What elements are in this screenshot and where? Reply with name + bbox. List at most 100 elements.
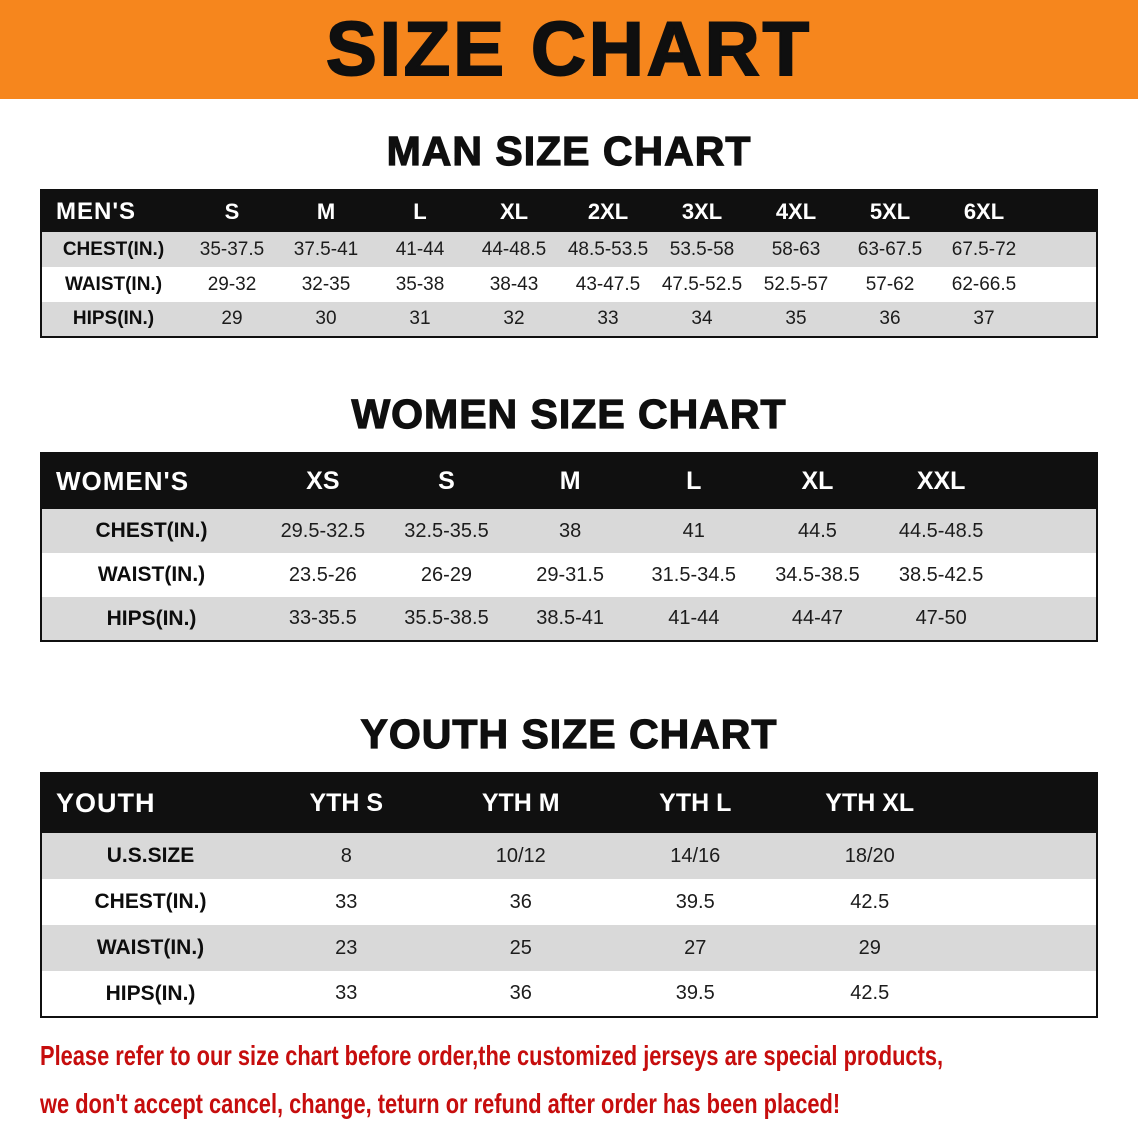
table-title-cell: WOMEN'S xyxy=(41,453,261,509)
size-column-header: YTH XL xyxy=(782,773,957,833)
spacer-cell xyxy=(1031,232,1097,267)
size-value-cell: 47.5-52.5 xyxy=(661,273,743,295)
size-value-cell: 18/20 xyxy=(782,833,957,879)
row-label-cell: CHEST(IN.) xyxy=(94,890,207,913)
spacer-cell xyxy=(957,879,1097,925)
size-value-cell: 36 xyxy=(843,302,937,337)
table-header-row: MEN'S S M L XL 2XL 3XL 4XL 5XL 6XL xyxy=(41,190,1097,232)
size-value-cell: 67.5-72 xyxy=(937,232,1031,267)
size-value-cell: 42.5 xyxy=(850,890,890,913)
spacer-cell xyxy=(1031,267,1097,302)
measurement-row: HIPS(IN.) 29 30 31 32 33 34 35 36 37 xyxy=(41,302,1097,337)
disclaimer-line-2: we don't accept cancel, change, teturn o… xyxy=(40,1088,841,1119)
measurement-row: WAIST(IN.) 29-32 32-35 35-38 38-43 43-47.5 47.… xyxy=(41,267,1097,302)
disclaimer: Please refer to our size chart before or… xyxy=(40,1032,1138,1128)
size-column-header: 5XL xyxy=(843,190,937,232)
women-size-section: WOMEN SIZE CHART WOMEN'S XS S M L XL XXL CHEST(… xyxy=(0,390,1138,642)
size-value-cell: 53.5-58 xyxy=(655,232,749,267)
spacer-cell xyxy=(1031,302,1097,337)
size-value-cell: 43-47.5 xyxy=(575,273,641,295)
spacer-cell xyxy=(957,925,1097,971)
youth-size-section: YOUTH SIZE CHART YOUTH YTH S YTH M YTH L YTH… xyxy=(0,710,1138,1018)
measurement-row: U.S.SIZE 8 10/12 14/16 18/20 xyxy=(41,833,1097,879)
youth-size-table: YOUTH YTH S YTH M YTH L YTH XL U.S.SIZE 8 10/12… xyxy=(40,772,1098,1018)
row-label-cell: HIPS(IN.) xyxy=(105,981,196,1005)
row-label-cell: CHEST(IN.) xyxy=(41,509,261,553)
spacer-cell xyxy=(1003,553,1097,597)
size-value-cell: 36 xyxy=(509,890,532,913)
size-value-cell: 41-44 xyxy=(373,232,467,267)
size-value-cell: 37 xyxy=(937,302,1031,337)
size-value-cell: 38-43 xyxy=(489,273,539,295)
row-label-cell: WAIST(IN.) xyxy=(41,925,259,971)
table-title-cell: MEN'S xyxy=(41,190,185,232)
measurement-row: WAIST(IN.) 23 25 27 29 xyxy=(41,925,1097,971)
size-column-header: 6XL xyxy=(937,190,1031,232)
size-column-header: L xyxy=(631,453,756,509)
size-column-header: XL xyxy=(467,190,561,232)
size-value-cell: 31 xyxy=(373,302,467,337)
row-label-cell: WAIST(IN.) xyxy=(97,563,206,586)
size-column-header: YTH M xyxy=(433,773,608,833)
size-value-cell: 27 xyxy=(608,925,783,971)
size-column-header: S xyxy=(185,190,279,232)
size-value-cell: 34.5-38.5 xyxy=(775,563,860,586)
women-size-table: WOMEN'S XS S M L XL XXL CHEST(IN.) 29.5-32.5 32.5… xyxy=(40,452,1098,642)
size-column-header: 4XL xyxy=(749,190,843,232)
spacer-cell xyxy=(1003,453,1097,509)
size-value-cell: 38 xyxy=(508,509,632,553)
size-column-header: M xyxy=(508,453,632,509)
size-column-header: XL xyxy=(755,453,880,509)
table-header-row: YOUTH YTH S YTH M YTH L YTH XL xyxy=(41,773,1097,833)
size-value-cell: 52.5-57 xyxy=(763,273,829,295)
size-column-header: L xyxy=(373,190,467,232)
size-value-cell: 29.5-32.5 xyxy=(261,509,385,553)
size-column-header: XXL xyxy=(879,453,1003,509)
size-value-cell: 42.5 xyxy=(850,982,890,1004)
measurement-row: CHEST(IN.) 29.5-32.5 32.5-35.5 38 41 44.5 44.5… xyxy=(41,509,1097,553)
size-value-cell: 35-38 xyxy=(395,273,445,295)
measurement-row: CHEST(IN.) 35-37.5 37.5-41 41-44 44-48.5 48.5… xyxy=(41,232,1097,267)
size-value-cell: 34 xyxy=(655,302,749,337)
size-value-cell: 29 xyxy=(185,302,279,337)
size-value-cell: 35-37.5 xyxy=(185,232,279,267)
size-value-cell: 26-29 xyxy=(420,563,473,586)
size-column-header: YTH L xyxy=(608,773,783,833)
size-value-cell: 35.5-38.5 xyxy=(384,597,509,641)
size-column-header: 2XL xyxy=(561,190,655,232)
size-value-cell: 29 xyxy=(782,925,957,971)
youth-section-heading: YOUTH SIZE CHART xyxy=(360,710,778,757)
page-title: SIZE CHART xyxy=(325,6,812,92)
size-value-cell: 25 xyxy=(433,925,608,971)
measurement-row: CHEST(IN.) 33 36 39.5 42.5 xyxy=(41,879,1097,925)
row-label-cell: HIPS(IN.) xyxy=(41,597,261,641)
table-header-row: WOMEN'S XS S M L XL XXL xyxy=(41,453,1097,509)
size-value-cell: 57-62 xyxy=(865,273,915,295)
size-value-cell: 41-44 xyxy=(631,597,756,641)
size-value-cell: 44.5 xyxy=(755,509,880,553)
size-value-cell: 62-66.5 xyxy=(951,273,1017,295)
size-value-cell: 37.5-41 xyxy=(279,232,373,267)
size-value-cell: 23.5-26 xyxy=(288,563,357,586)
row-label-cell: U.S.SIZE xyxy=(41,833,259,879)
size-value-cell: 33 xyxy=(561,302,655,337)
spacer-cell xyxy=(957,773,1097,833)
size-value-cell: 44.5-48.5 xyxy=(879,509,1003,553)
measurement-row: HIPS(IN.) 33-35.5 35.5-38.5 38.5-41 41-44 44-… xyxy=(41,597,1097,641)
size-value-cell: 33-35.5 xyxy=(261,597,385,641)
size-column-header: YTH S xyxy=(259,773,434,833)
size-value-cell: 10/12 xyxy=(433,833,608,879)
size-value-cell: 44-48.5 xyxy=(467,232,561,267)
spacer-cell xyxy=(1003,597,1097,641)
size-column-header: XS xyxy=(261,453,385,509)
disclaimer-line-1: Please refer to our size chart before or… xyxy=(40,1040,944,1071)
size-value-cell: 63-67.5 xyxy=(843,232,937,267)
size-value-cell: 32-35 xyxy=(301,273,351,295)
measurement-row: WAIST(IN.) 23.5-26 26-29 29-31.5 31.5-34.5 34… xyxy=(41,553,1097,597)
size-value-cell: 38.5-41 xyxy=(508,597,632,641)
table-title-cell: YOUTH xyxy=(41,773,259,833)
men-size-section: MAN SIZE CHART MEN'S S M L XL 2XL 3XL 4XL 5XL 6XL… xyxy=(0,127,1138,338)
spacer-cell xyxy=(1003,509,1097,553)
size-value-cell: 29-32 xyxy=(207,273,257,295)
